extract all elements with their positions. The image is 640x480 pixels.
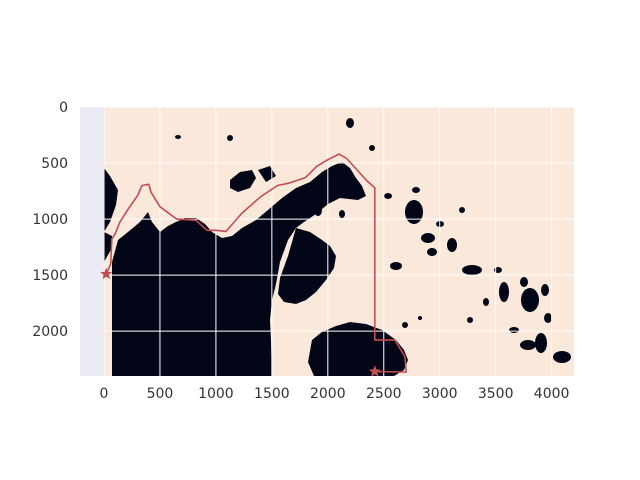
obstacle-upper-patch bbox=[230, 170, 256, 192]
obstacle-central-peninsula bbox=[278, 228, 336, 304]
map-obstacles bbox=[104, 162, 408, 376]
grid-lines bbox=[104, 107, 574, 376]
x-tick-label: 3000 bbox=[422, 386, 458, 402]
path-markers bbox=[100, 267, 381, 377]
x-tick-label: 2000 bbox=[310, 386, 346, 402]
y-tick-label: 500 bbox=[41, 156, 68, 172]
y-tick-label: 1500 bbox=[32, 268, 68, 284]
map-islands bbox=[175, 118, 571, 363]
x-tick-label: 1500 bbox=[254, 386, 290, 402]
x-tick-label: 1000 bbox=[198, 386, 234, 402]
y-axis-ticks: 0 500 1000 1500 2000 bbox=[32, 100, 68, 340]
y-tick-label: 1000 bbox=[32, 212, 68, 228]
map-image bbox=[104, 107, 574, 376]
x-tick-label: 0 bbox=[100, 386, 109, 402]
x-tick-label: 500 bbox=[147, 386, 174, 402]
x-axis-ticks: 0 500 1000 1500 2000 2500 3000 3500 4000 bbox=[100, 386, 570, 402]
end-star-marker bbox=[100, 267, 113, 280]
obstacle-lower-island bbox=[308, 322, 408, 376]
obstacle-main-landmass bbox=[104, 162, 366, 376]
y-tick-label: 0 bbox=[59, 100, 68, 116]
x-tick-label: 3500 bbox=[478, 386, 514, 402]
x-tick-label: 4000 bbox=[534, 386, 570, 402]
start-star-marker bbox=[368, 365, 381, 377]
y-tick-label: 2000 bbox=[32, 324, 68, 340]
path-series bbox=[105, 153, 407, 373]
path-line bbox=[105, 153, 407, 373]
x-tick-label: 2500 bbox=[366, 386, 402, 402]
